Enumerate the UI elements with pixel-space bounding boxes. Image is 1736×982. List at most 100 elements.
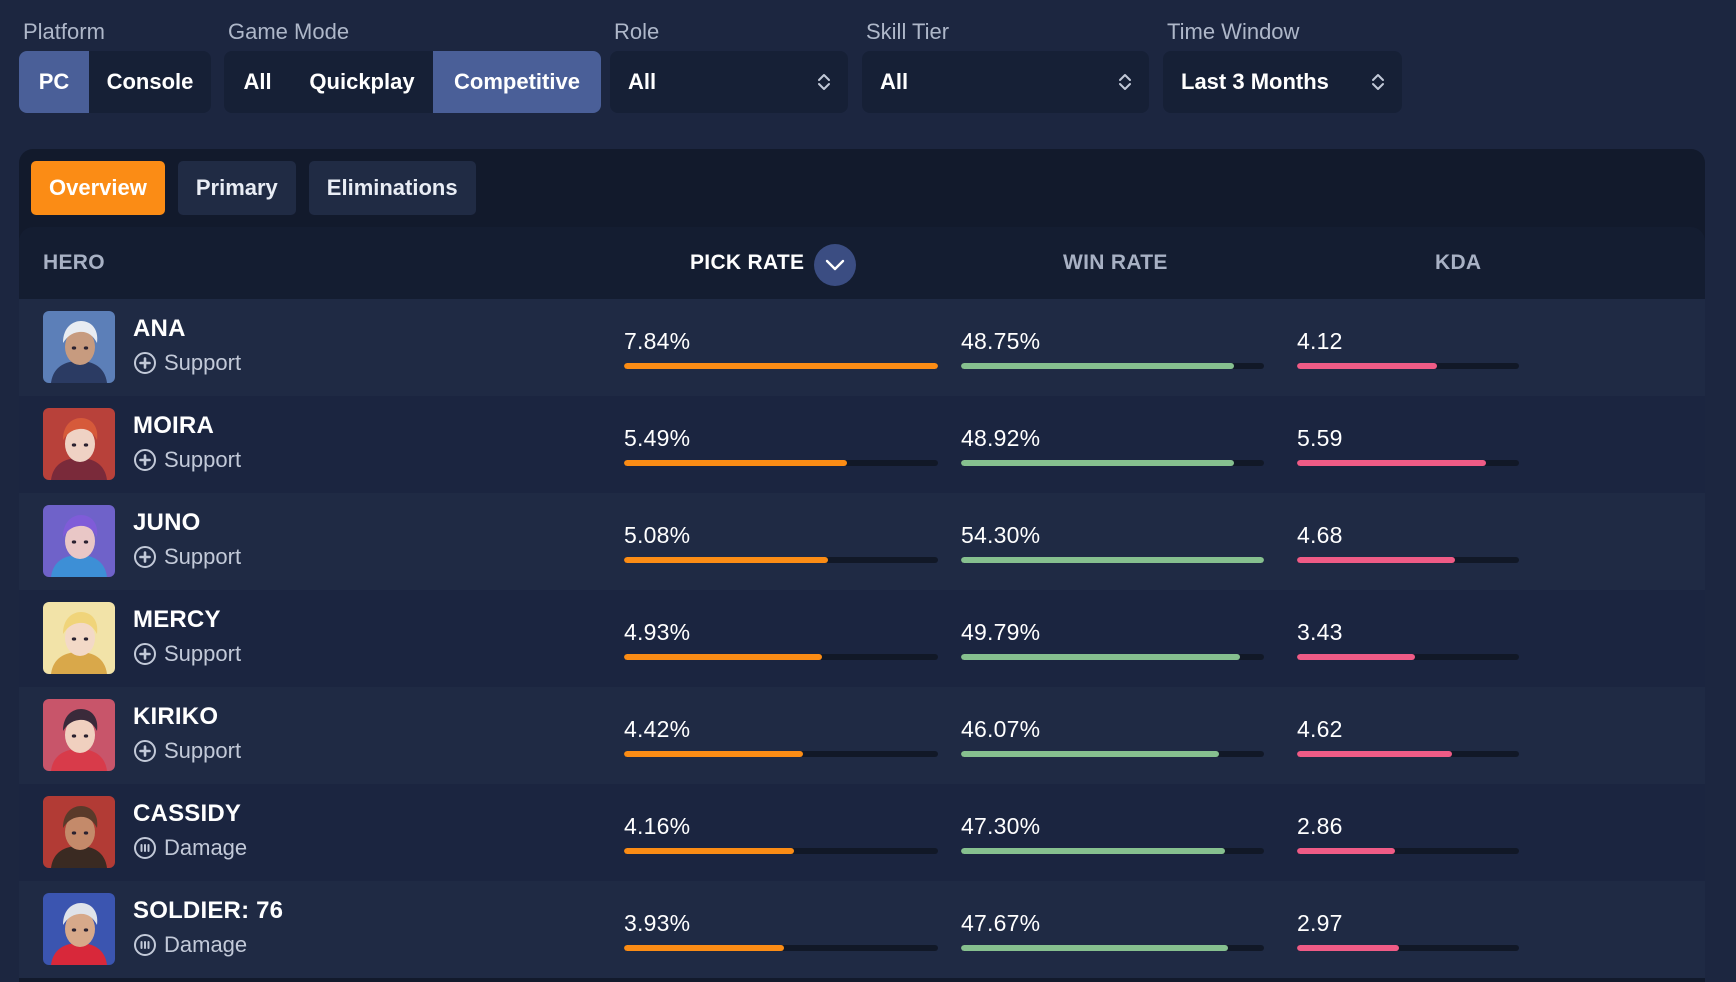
win-rate-bar-fill [961, 848, 1225, 854]
game-mode-label: Game Mode [228, 19, 350, 44]
platform-pc-button[interactable]: PC [19, 51, 89, 113]
platform-console-button[interactable]: Console [106, 69, 194, 94]
hero-role-label: Damage [164, 835, 248, 860]
hero-name[interactable]: MERCY [133, 606, 221, 633]
up-down-chevron-icon [1119, 74, 1131, 90]
support-plus-icon [134, 643, 156, 665]
win-rate-bar [961, 654, 1264, 660]
pick-rate-bar [624, 945, 938, 951]
time-window-label: Time Window [1167, 19, 1300, 44]
platform-segmented-control: PC Console [19, 51, 211, 113]
column-header-hero[interactable]: HERO [43, 251, 105, 274]
support-plus-icon [134, 546, 156, 568]
role-select[interactable]: All [610, 51, 848, 113]
time-window-select[interactable]: Last 3 Months [1163, 51, 1402, 113]
kda-bar-fill [1297, 557, 1455, 563]
kda-value: 2.86 [1297, 813, 1343, 839]
hero-role: Support [133, 446, 241, 474]
table-row[interactable]: KIRIKO Support 4.42% 46.07% 4.62 [19, 687, 1705, 784]
kda-bar-fill [1297, 848, 1395, 854]
kda-bar [1297, 460, 1519, 466]
support-plus-icon [134, 449, 156, 471]
pick-rate-value: 7.84% [624, 328, 691, 354]
hero-portrait [43, 699, 115, 771]
tab-eliminations[interactable]: Eliminations [308, 161, 476, 215]
tab-primary[interactable]: Primary [177, 161, 296, 215]
hero-portrait [43, 408, 115, 480]
win-rate-bar [961, 557, 1264, 563]
win-rate-value: 47.30% [961, 813, 1041, 839]
skill-tier-select[interactable]: All [862, 51, 1149, 113]
hero-role: Support [133, 543, 241, 571]
kda-bar [1297, 363, 1519, 369]
hero-role: Support [133, 640, 241, 668]
table-row[interactable]: JUNO Support 5.08% 54.30% 4.68 [19, 493, 1705, 590]
kda-bar-fill [1297, 945, 1400, 951]
hero-name[interactable]: KIRIKO [133, 703, 219, 730]
win-rate-value: 48.75% [961, 328, 1041, 354]
table-row[interactable]: ANA Support 7.84% 48.75% 4.12 [19, 299, 1705, 396]
table-row[interactable]: MOIRA Support 5.49% 48.92% 5.59 [19, 396, 1705, 493]
hero-portrait [43, 311, 115, 383]
game-mode-all-button[interactable]: All [243, 69, 272, 94]
pick-rate-value: 5.49% [624, 425, 691, 451]
up-down-chevron-icon [1372, 74, 1384, 90]
hero-portrait [43, 796, 115, 868]
pick-rate-bar [624, 848, 938, 854]
platform-label: Platform [23, 19, 105, 44]
hero-name[interactable]: JUNO [133, 509, 201, 536]
kda-bar [1297, 557, 1519, 563]
hero-name[interactable]: MOIRA [133, 412, 214, 439]
kda-value: 4.12 [1297, 328, 1343, 354]
column-header-pick-rate[interactable]: PICK RATE [690, 251, 805, 274]
game-mode-competitive-button[interactable]: Competitive [433, 51, 601, 113]
game-mode-quickplay-button[interactable]: Quickplay [309, 69, 415, 94]
win-rate-value: 54.30% [961, 522, 1041, 548]
pick-rate-bar-fill [624, 945, 785, 951]
win-rate-bar-fill [961, 363, 1234, 369]
kda-bar-fill [1297, 751, 1453, 757]
hero-role-label: Support [164, 447, 242, 472]
damage-bullets-icon [134, 837, 156, 859]
column-header-kda[interactable]: KDA [1435, 251, 1482, 274]
pick-rate-value: 4.93% [624, 619, 691, 645]
win-rate-value: 47.67% [961, 910, 1041, 936]
role-select-value: All [628, 69, 657, 94]
win-rate-value: 48.92% [961, 425, 1041, 451]
time-window-select-value: Last 3 Months [1181, 69, 1329, 94]
win-rate-bar [961, 460, 1264, 466]
filter-bar: Platform PC Console Game Mode All Quickp… [19, 18, 1429, 115]
skill-tier-label: Skill Tier [866, 19, 950, 44]
game-mode-filter: Game Mode [224, 18, 349, 46]
hero-name[interactable]: SOLDIER: 76 [133, 897, 284, 924]
win-rate-bar [961, 751, 1264, 757]
kda-value: 2.97 [1297, 910, 1343, 936]
table-row[interactable]: MERCY Support 4.93% 49.79% 3.43 [19, 590, 1705, 687]
win-rate-bar-fill [961, 460, 1234, 466]
pick-rate-bar-fill [624, 654, 822, 660]
kda-bar-fill [1297, 363, 1437, 369]
chevron-down-icon[interactable] [814, 244, 856, 286]
hero-name[interactable]: CASSIDY [133, 800, 242, 827]
kda-bar [1297, 945, 1519, 951]
pick-rate-bar-fill [624, 751, 803, 757]
hero-role-label: Support [164, 544, 242, 569]
column-header-win-rate[interactable]: WIN RATE [1063, 251, 1168, 274]
table-row[interactable]: SOLDIER: 76 Damage 3.93% 47.67% 2.97 [19, 881, 1705, 978]
kda-bar-fill [1297, 654, 1415, 660]
game-mode-segmented-control: All Quickplay Competitive [224, 51, 601, 113]
kda-bar-fill [1297, 460, 1486, 466]
kda-value: 5.59 [1297, 425, 1343, 451]
pick-rate-value: 4.16% [624, 813, 691, 839]
table-row[interactable]: CASSIDY Damage 4.16% 47.30% 2.86 [19, 784, 1705, 881]
time-window-filter: Time Window [1163, 18, 1299, 46]
pick-rate-bar-fill [624, 363, 938, 369]
win-rate-bar-fill [961, 945, 1228, 951]
hero-table-body: ANA Support 7.84% 48.75% 4.12 MOIRA Support 5.4… [19, 299, 1705, 978]
hero-stats-panel: Overview Primary Eliminations HERO PICK … [19, 149, 1705, 982]
win-rate-bar [961, 945, 1264, 951]
kda-value: 4.68 [1297, 522, 1343, 548]
hero-portrait [43, 505, 115, 577]
hero-name[interactable]: ANA [133, 315, 186, 342]
tab-overview[interactable]: Overview [31, 161, 165, 215]
